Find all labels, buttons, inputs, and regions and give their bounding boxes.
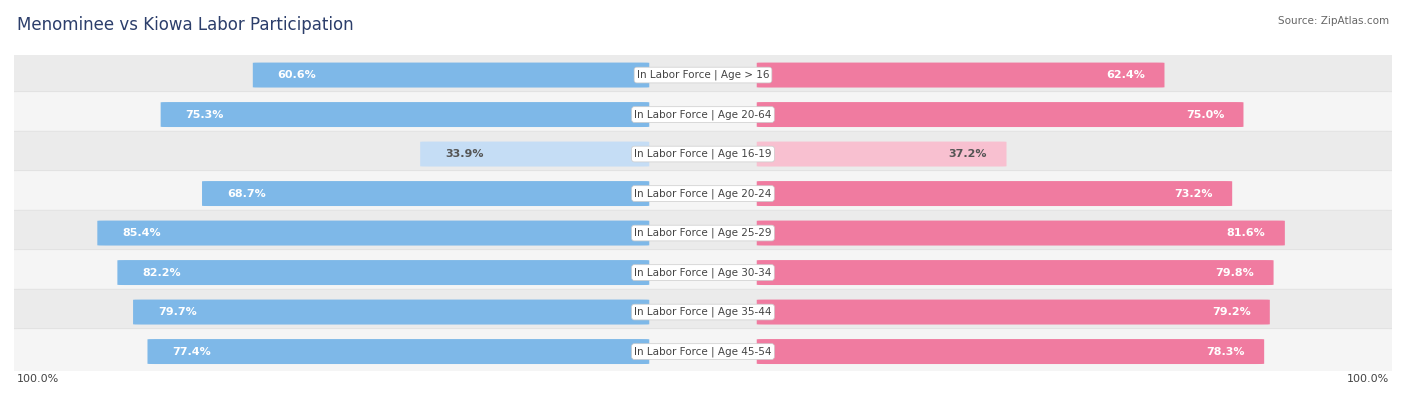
FancyBboxPatch shape	[756, 62, 1164, 88]
FancyBboxPatch shape	[10, 289, 1396, 335]
Text: In Labor Force | Age 45-54: In Labor Force | Age 45-54	[634, 346, 772, 357]
Text: 85.4%: 85.4%	[122, 228, 160, 238]
Text: In Labor Force | Age 20-64: In Labor Force | Age 20-64	[634, 109, 772, 120]
Text: In Labor Force | Age 20-24: In Labor Force | Age 20-24	[634, 188, 772, 199]
FancyBboxPatch shape	[756, 299, 1270, 325]
FancyBboxPatch shape	[756, 181, 1232, 206]
FancyBboxPatch shape	[10, 329, 1396, 374]
Text: 37.2%: 37.2%	[949, 149, 987, 159]
Text: In Labor Force | Age 30-34: In Labor Force | Age 30-34	[634, 267, 772, 278]
Text: 100.0%: 100.0%	[17, 374, 59, 384]
FancyBboxPatch shape	[117, 260, 650, 285]
FancyBboxPatch shape	[97, 220, 650, 246]
Text: 79.2%: 79.2%	[1212, 307, 1250, 317]
FancyBboxPatch shape	[10, 131, 1396, 177]
Text: 79.8%: 79.8%	[1216, 267, 1254, 278]
Text: 79.7%: 79.7%	[157, 307, 197, 317]
Text: 78.3%: 78.3%	[1206, 346, 1244, 357]
FancyBboxPatch shape	[756, 260, 1274, 285]
Text: In Labor Force | Age 35-44: In Labor Force | Age 35-44	[634, 307, 772, 317]
FancyBboxPatch shape	[10, 92, 1396, 137]
FancyBboxPatch shape	[160, 102, 650, 127]
Text: Menominee vs Kiowa Labor Participation: Menominee vs Kiowa Labor Participation	[17, 16, 353, 34]
Text: 75.0%: 75.0%	[1185, 109, 1225, 120]
Text: 33.9%: 33.9%	[444, 149, 484, 159]
FancyBboxPatch shape	[10, 210, 1396, 256]
FancyBboxPatch shape	[756, 339, 1264, 364]
FancyBboxPatch shape	[10, 52, 1396, 98]
Text: In Labor Force | Age 16-19: In Labor Force | Age 16-19	[634, 149, 772, 159]
FancyBboxPatch shape	[756, 141, 1007, 167]
Text: 77.4%: 77.4%	[173, 346, 211, 357]
Text: Source: ZipAtlas.com: Source: ZipAtlas.com	[1278, 16, 1389, 26]
FancyBboxPatch shape	[10, 250, 1396, 295]
FancyBboxPatch shape	[148, 339, 650, 364]
FancyBboxPatch shape	[10, 171, 1396, 216]
FancyBboxPatch shape	[253, 62, 650, 88]
FancyBboxPatch shape	[134, 299, 650, 325]
Text: 100.0%: 100.0%	[1347, 374, 1389, 384]
Text: 75.3%: 75.3%	[186, 109, 224, 120]
FancyBboxPatch shape	[420, 141, 650, 167]
Text: 60.6%: 60.6%	[277, 70, 316, 80]
Text: 82.2%: 82.2%	[142, 267, 181, 278]
Text: 68.7%: 68.7%	[226, 188, 266, 199]
FancyBboxPatch shape	[756, 102, 1243, 127]
Text: 73.2%: 73.2%	[1174, 188, 1213, 199]
FancyBboxPatch shape	[756, 220, 1285, 246]
Text: 81.6%: 81.6%	[1227, 228, 1265, 238]
Text: 62.4%: 62.4%	[1107, 70, 1146, 80]
Text: In Labor Force | Age 25-29: In Labor Force | Age 25-29	[634, 228, 772, 238]
Text: In Labor Force | Age > 16: In Labor Force | Age > 16	[637, 70, 769, 80]
FancyBboxPatch shape	[202, 181, 650, 206]
